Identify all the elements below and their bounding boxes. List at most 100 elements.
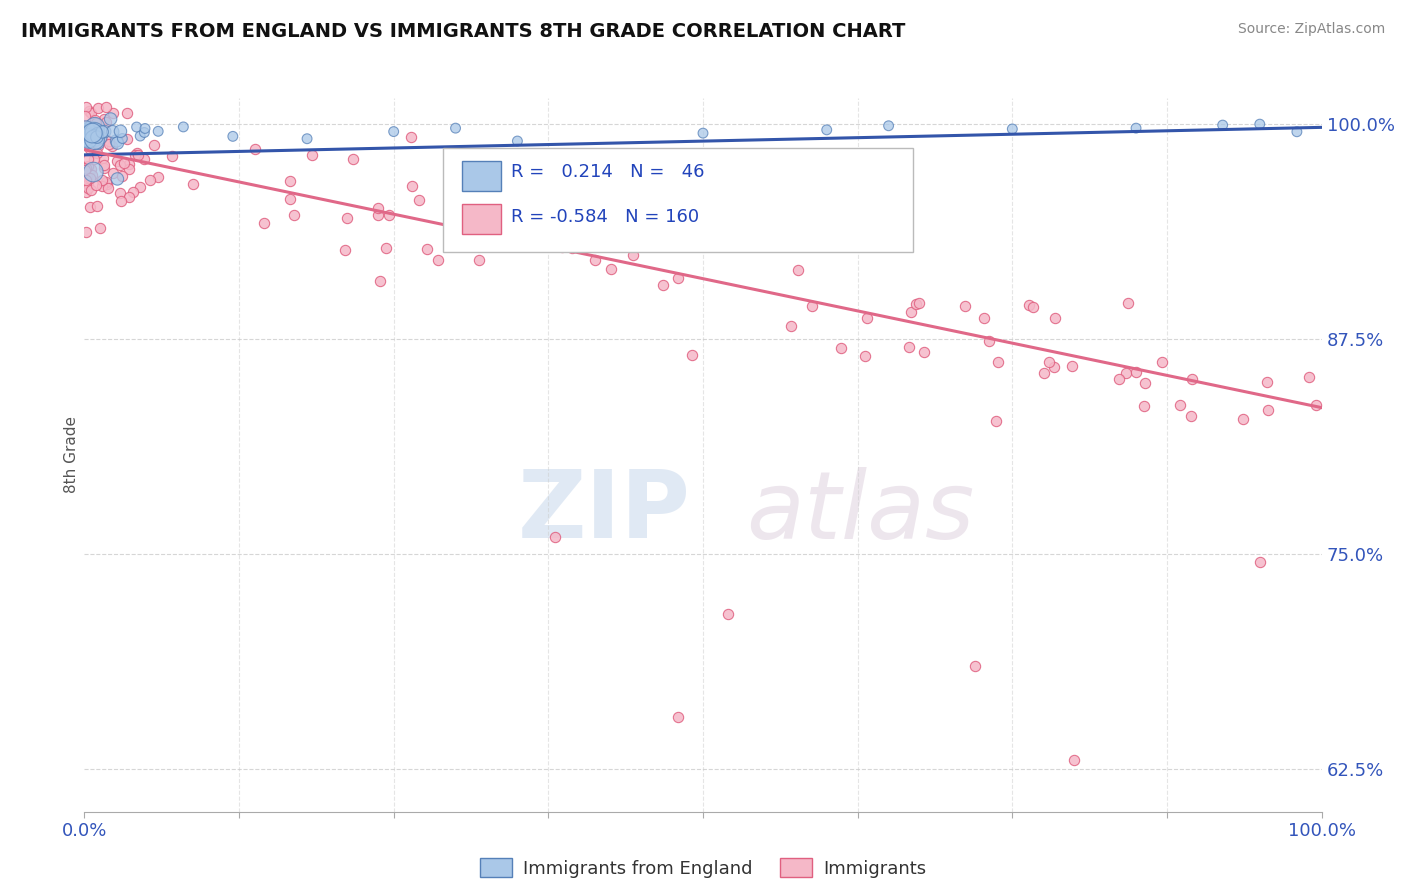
- Point: [148, 124, 170, 138]
- Point: [80, 161, 103, 176]
- Point: [111, 131, 134, 145]
- Point: [401, 130, 423, 145]
- Point: [551, 240, 574, 254]
- Point: [82, 136, 104, 151]
- Point: [80, 105, 103, 120]
- Point: [75, 128, 97, 143]
- Point: [1285, 125, 1308, 139]
- Point: [1115, 366, 1137, 380]
- Point: [1256, 376, 1278, 390]
- Text: R =   0.214   N =   46: R = 0.214 N = 46: [512, 162, 704, 180]
- Point: [1043, 360, 1066, 375]
- Point: [134, 126, 156, 140]
- Point: [692, 126, 714, 140]
- Point: [107, 136, 129, 150]
- Point: [98, 137, 121, 152]
- Point: [652, 278, 675, 293]
- Point: [96, 100, 118, 114]
- Point: [143, 137, 166, 152]
- Point: [506, 134, 529, 148]
- FancyBboxPatch shape: [461, 161, 502, 191]
- Point: [907, 296, 929, 310]
- Point: [93, 124, 115, 138]
- Point: [335, 244, 357, 258]
- Point: [77, 159, 100, 173]
- Point: [132, 153, 155, 167]
- Point: [105, 153, 128, 168]
- Point: [96, 115, 118, 129]
- Point: [1249, 555, 1271, 569]
- Point: [468, 253, 491, 268]
- Point: [73, 123, 96, 137]
- Point: [90, 130, 112, 145]
- Point: [301, 148, 323, 162]
- Text: atlas: atlas: [747, 467, 974, 558]
- Point: [84, 116, 107, 130]
- Point: [75, 225, 97, 239]
- Point: [1033, 366, 1056, 380]
- Point: [115, 132, 138, 146]
- Point: [1108, 372, 1130, 386]
- Point: [82, 165, 104, 179]
- Point: [666, 270, 689, 285]
- Point: [91, 179, 114, 194]
- Point: [583, 252, 606, 267]
- Point: [125, 120, 148, 134]
- Point: [83, 129, 105, 144]
- Point: [82, 125, 104, 139]
- Point: [830, 341, 852, 355]
- Point: [103, 105, 125, 120]
- Point: [75, 124, 97, 138]
- Point: [965, 658, 987, 673]
- Point: [118, 162, 141, 177]
- Point: [987, 355, 1010, 369]
- Point: [75, 161, 97, 175]
- Point: [87, 101, 110, 115]
- Point: [86, 130, 108, 145]
- Point: [101, 125, 124, 139]
- FancyBboxPatch shape: [443, 148, 914, 252]
- Point: [83, 145, 105, 159]
- Point: [900, 305, 922, 319]
- Point: [83, 120, 105, 135]
- Y-axis label: 8th Grade: 8th Grade: [63, 417, 79, 493]
- Text: IMMIGRANTS FROM ENGLAND VS IMMIGRANTS 8TH GRADE CORRELATION CHART: IMMIGRANTS FROM ENGLAND VS IMMIGRANTS 8T…: [21, 22, 905, 41]
- Point: [1062, 359, 1084, 374]
- Point: [681, 349, 703, 363]
- Point: [91, 151, 114, 165]
- Point: [110, 194, 132, 208]
- Point: [90, 131, 112, 145]
- Point: [1063, 753, 1085, 767]
- Point: [87, 127, 110, 141]
- Point: [101, 166, 124, 180]
- Point: [1125, 121, 1147, 136]
- Point: [75, 100, 97, 114]
- Point: [112, 156, 135, 170]
- Point: [118, 190, 141, 204]
- Point: [77, 152, 100, 166]
- Point: [645, 219, 668, 233]
- Point: [973, 310, 995, 325]
- Point: [1018, 298, 1040, 312]
- Point: [83, 152, 105, 166]
- Point: [86, 146, 108, 161]
- Point: [1118, 295, 1140, 310]
- Point: [125, 146, 148, 161]
- Point: [75, 173, 97, 187]
- Point: [295, 132, 318, 146]
- Point: [1257, 403, 1279, 417]
- Point: [377, 208, 399, 222]
- Point: [800, 299, 823, 313]
- Point: [444, 121, 467, 136]
- Point: [127, 148, 149, 162]
- Point: [600, 261, 623, 276]
- Point: [382, 125, 405, 139]
- Point: [75, 123, 97, 137]
- Point: [543, 530, 565, 544]
- Point: [129, 179, 152, 194]
- Point: [83, 120, 105, 134]
- Point: [76, 181, 98, 195]
- Text: R = -0.584   N = 160: R = -0.584 N = 160: [512, 209, 699, 227]
- Point: [73, 129, 96, 144]
- Point: [1249, 117, 1271, 131]
